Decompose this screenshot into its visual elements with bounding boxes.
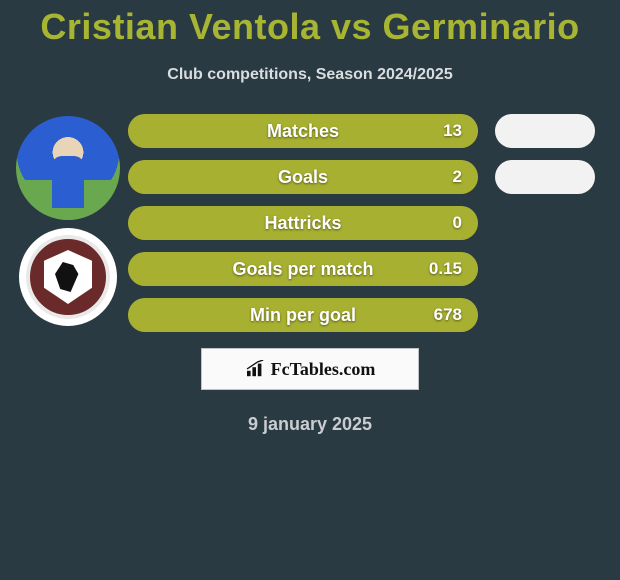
stat-pill: Min per goal 678 (128, 298, 478, 332)
player-photo (16, 116, 120, 220)
stat-label: Goals (278, 167, 328, 188)
stat-label: Matches (267, 121, 339, 142)
stat-label: Hattricks (264, 213, 341, 234)
stat-pill: Goals 2 (128, 160, 478, 194)
opponent-stat-pill (495, 114, 595, 148)
bar-chart-icon (245, 360, 267, 378)
stat-pill: Goals per match 0.15 (128, 252, 478, 286)
stat-pill: Matches 13 (128, 114, 478, 148)
comparison-card: Cristian Ventola vs Germinario Club comp… (0, 0, 620, 435)
stat-value: 678 (434, 305, 462, 325)
stats-column: Matches 13 Goals 2 Hattricks 0 Goals per match… (128, 112, 478, 332)
club-badge (19, 228, 117, 326)
left-column (8, 112, 128, 326)
stat-value: 13 (443, 121, 462, 141)
stat-label: Goals per match (232, 259, 373, 280)
stat-value: 2 (453, 167, 462, 187)
opponent-stat-pill (495, 160, 595, 194)
stat-value: 0.15 (429, 259, 462, 279)
page-subtitle: Club competitions, Season 2024/2025 (0, 66, 620, 84)
stat-label: Min per goal (250, 305, 356, 326)
stat-pill: Hattricks 0 (128, 206, 478, 240)
page-title: Cristian Ventola vs Germinario (0, 6, 620, 48)
club-badge-inner (26, 235, 110, 319)
right-column (478, 112, 612, 332)
stat-value: 0 (453, 213, 462, 233)
brand-label: FcTables.com (271, 359, 376, 380)
brand-box[interactable]: FcTables.com (201, 348, 419, 390)
body-row: Matches 13 Goals 2 Hattricks 0 Goals per match… (0, 112, 620, 332)
date-line: 9 january 2025 (0, 414, 620, 435)
